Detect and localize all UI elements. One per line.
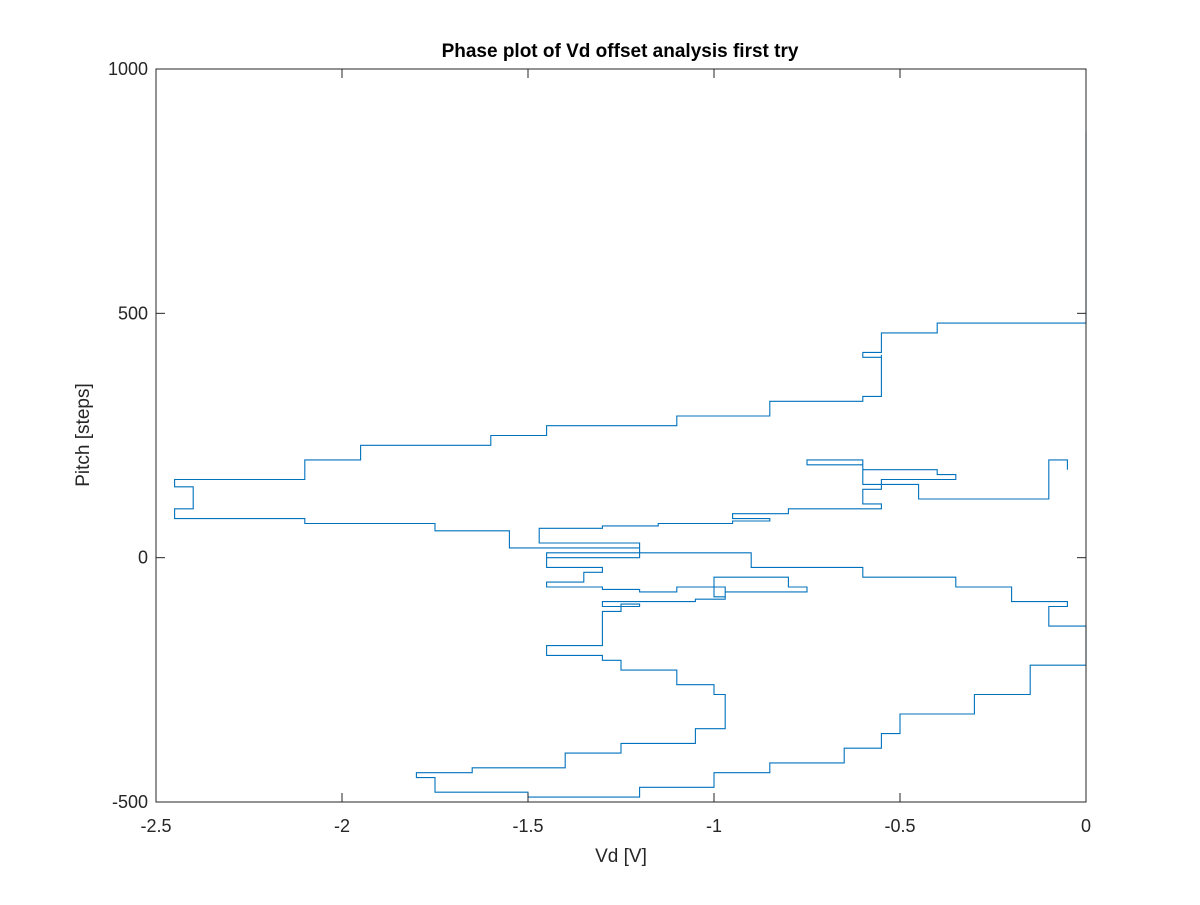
x-tick-label: -2 — [334, 816, 350, 836]
chart-title: Phase plot of Vd offset analysis first t… — [442, 41, 799, 62]
data-layer — [174, 132, 1087, 798]
series-line-0 — [174, 132, 1087, 798]
y-tick-label: -500 — [112, 792, 148, 812]
x-tick-label: -1.5 — [512, 816, 543, 836]
y-tick-label: 1000 — [108, 59, 148, 79]
y-tick-label: 0 — [138, 548, 148, 568]
y-tick-label: 500 — [118, 303, 148, 323]
tick-layer: -2.5 -2 -1.5 -1 -0.5 0 -500 0 500 1000 — [108, 59, 1091, 836]
plot-frame — [155, 68, 1087, 803]
x-axis-label: Vd [V] — [595, 846, 647, 867]
x-tick-label: 0 — [1081, 816, 1091, 836]
x-tick-label: -1 — [706, 816, 722, 836]
x-tick-label: -0.5 — [884, 816, 915, 836]
x-tick-label: -2.5 — [140, 816, 171, 836]
y-axis-label: Pitch [steps] — [73, 383, 94, 487]
